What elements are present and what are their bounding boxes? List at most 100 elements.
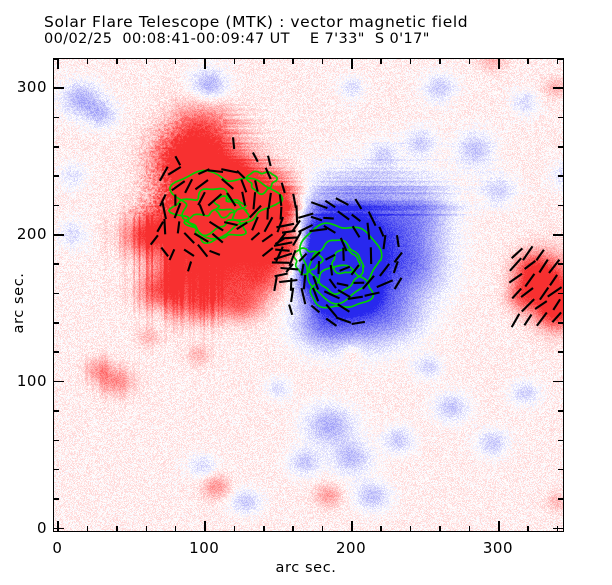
field-vector	[264, 167, 272, 180]
field-vector	[382, 234, 387, 250]
field-vector	[323, 216, 334, 220]
field-vector	[149, 234, 159, 246]
field-vector	[273, 241, 293, 247]
field-vector	[288, 249, 297, 267]
field-vector	[173, 202, 182, 219]
field-vector	[298, 212, 314, 219]
field-vector	[347, 295, 363, 300]
field-vector	[351, 225, 361, 238]
field-vector	[159, 193, 167, 207]
field-vector	[310, 304, 321, 314]
field-vector	[263, 216, 274, 233]
field-vector	[354, 198, 363, 210]
field-vector	[266, 155, 272, 167]
field-vector	[337, 303, 350, 313]
field-vector	[266, 207, 269, 220]
magnetic-contour	[167, 187, 251, 237]
y-axis-title: arc sec.	[11, 272, 27, 334]
field-vector	[548, 259, 561, 274]
field-vector	[339, 265, 351, 272]
x-tick-label: 300	[482, 539, 513, 557]
field-vector	[171, 180, 186, 192]
field-vector	[325, 317, 338, 327]
x-tick-label: 100	[189, 539, 220, 557]
field-vector	[278, 194, 283, 207]
contour-and-vector-overlay	[149, 137, 563, 328]
field-vector	[249, 204, 262, 219]
field-vector	[325, 253, 336, 261]
field-vector	[223, 221, 238, 227]
field-vector	[393, 251, 403, 263]
field-vector	[161, 201, 167, 220]
field-vector	[231, 137, 236, 150]
figure-subtitle: 00/02/25 00:08:41-00:09:47 UT E 7'33" S …	[44, 31, 430, 47]
x-axis-title: arc sec.	[275, 560, 337, 576]
field-vector	[351, 213, 362, 223]
field-vector	[335, 316, 352, 324]
figure-title-block: Solar Flare Telescope (MTK) : vector mag…	[44, 14, 584, 48]
field-vector	[551, 311, 562, 323]
field-vector	[292, 231, 302, 247]
field-vector	[207, 169, 224, 174]
y-tick-label: 100	[16, 371, 47, 390]
y-tick-label: 0	[36, 518, 47, 537]
field-vector	[310, 201, 328, 210]
field-vector	[156, 221, 165, 233]
field-vector	[364, 291, 380, 297]
field-vector	[251, 216, 259, 231]
field-vector	[236, 169, 246, 179]
magnetic-contour	[331, 248, 361, 275]
field-vector	[312, 287, 320, 302]
field-vector	[280, 182, 286, 194]
field-vector	[312, 275, 320, 290]
field-vector	[317, 261, 321, 275]
field-vector	[300, 287, 307, 305]
field-vector	[520, 287, 534, 298]
field-vector	[274, 237, 285, 245]
field-vector	[298, 223, 314, 233]
field-vector	[194, 179, 209, 191]
field-vector	[298, 252, 308, 263]
field-vector	[547, 286, 563, 298]
field-vector	[273, 252, 293, 261]
field-vector	[291, 219, 301, 232]
y-tick-label: 300	[16, 78, 47, 97]
field-vector	[197, 191, 206, 206]
field-vector	[193, 232, 209, 243]
field-vector	[176, 221, 181, 234]
field-vector	[522, 245, 534, 261]
field-vector	[160, 246, 169, 257]
x-tick-label: 0	[52, 539, 63, 557]
field-vector	[197, 243, 209, 258]
field-vector	[521, 298, 535, 313]
field-vector	[393, 277, 403, 290]
field-vector	[207, 193, 223, 207]
field-vector	[538, 259, 549, 274]
field-vector	[281, 229, 296, 234]
field-vector	[524, 273, 536, 288]
field-vector	[241, 191, 247, 206]
magnetogram-plot-area	[53, 58, 564, 532]
field-vector	[174, 155, 182, 166]
field-vector	[336, 282, 349, 287]
field-vector	[290, 287, 295, 303]
field-vector	[510, 247, 524, 259]
field-vector	[168, 248, 176, 261]
field-vector	[288, 304, 294, 316]
field-vector	[379, 263, 391, 277]
field-vector	[226, 192, 237, 207]
field-vector	[276, 216, 284, 233]
field-vector	[323, 290, 340, 300]
field-vector	[198, 204, 206, 216]
field-vector	[335, 197, 349, 206]
figure-title: Solar Flare Telescope (MTK) : vector mag…	[44, 13, 469, 31]
field-vector	[376, 279, 394, 289]
field-vector	[339, 237, 348, 252]
field-vector	[539, 286, 550, 301]
field-vector	[163, 218, 167, 235]
field-vector	[252, 192, 257, 210]
field-vector	[511, 287, 522, 300]
field-vector	[279, 206, 283, 220]
field-vector	[183, 232, 195, 244]
